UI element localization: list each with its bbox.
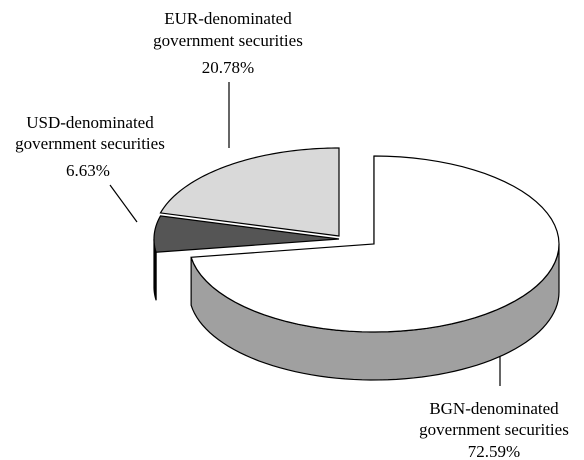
slice-label-eur-line1: EUR-denominated [164, 9, 292, 28]
pie-tops [153, 147, 560, 333]
slice-label-usd-line1: USD-denominated [26, 113, 154, 132]
slice-bgn-top [190, 155, 560, 333]
slice-label-usd-line2: government securities [15, 134, 165, 153]
slice-label-bgn-line2: government securities [419, 420, 569, 439]
slice-label-bgn-line1: BGN-denominated [429, 399, 559, 418]
slice-value-usd: 6.63% [66, 161, 110, 180]
slice-usd-top [153, 215, 340, 253]
leader-lines [109, 82, 501, 386]
slice-eur-top [159, 147, 340, 237]
leader-line-usd [109, 184, 138, 223]
slice-value-eur: 20.78% [202, 58, 254, 77]
slice-label-eur-line2: government securities [153, 31, 303, 50]
slice-value-bgn: 72.59% [468, 442, 520, 460]
